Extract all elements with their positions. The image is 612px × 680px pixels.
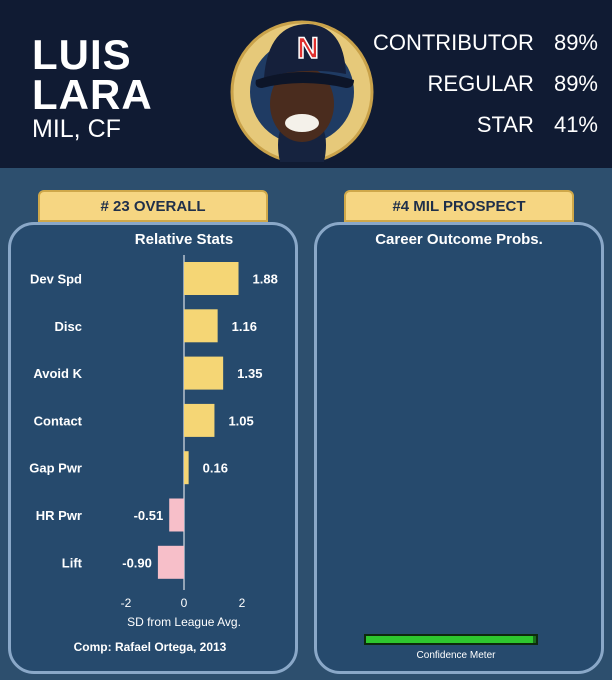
outcome-pct: 89% — [553, 30, 598, 55]
stat-category-label: Contact — [34, 413, 83, 428]
stat-bar — [184, 451, 189, 485]
stat-category-label: Disc — [55, 319, 82, 334]
x-tick-label: 2 — [239, 596, 246, 610]
relative-stats-chart: Dev Spd 1.88 Disc 1.16 Avoid K 1.35 Contact 1.0… — [29, 255, 278, 629]
outcome-row-star: STAR 41% — [477, 112, 598, 138]
player-team-position: MIL, CF — [32, 115, 121, 143]
stat-value-label: 1.05 — [228, 413, 253, 428]
cap-letter: N — [297, 32, 319, 65]
stat-category-label: Avoid K — [33, 366, 82, 381]
outcome-label: CONTRIBUTOR — [372, 30, 534, 55]
outcome-pct: 89% — [553, 71, 598, 96]
outcome-row-regular: REGULAR 89% — [428, 71, 598, 97]
stat-value-label: 1.88 — [253, 272, 278, 287]
player-cap — [264, 24, 346, 78]
player-header: LUIS LARA MIL, CF N CONTRIBUTOR 89% REGU… — [0, 0, 612, 168]
confidence-meter — [364, 634, 538, 645]
x-tick-label: 0 — [181, 596, 188, 610]
stat-bar — [184, 356, 224, 390]
stat-value-label: 1.16 — [232, 319, 257, 334]
stat-bar — [169, 498, 184, 532]
stat-category-label: Dev Spd — [30, 272, 82, 287]
outcome-pct: 41% — [553, 112, 598, 137]
stat-value-label: -0.51 — [134, 508, 164, 523]
confidence-meter-fill — [366, 636, 533, 643]
confidence-meter-label: Confidence Meter — [416, 650, 496, 661]
stat-category-label: HR Pwr — [36, 508, 82, 523]
outcome-label: STAR — [476, 112, 534, 137]
player-first-name: LUIS — [32, 31, 132, 78]
stat-bar — [184, 309, 218, 343]
outcome-label: REGULAR — [427, 71, 534, 96]
stat-value-label: 0.16 — [203, 461, 228, 476]
stat-bar — [184, 262, 239, 295]
stat-value-label: 1.35 — [237, 366, 262, 381]
career-outcome-panel — [314, 222, 604, 674]
player-comp: Comp: Rafael Ortega, 2013 — [73, 640, 227, 654]
stat-bar — [157, 545, 184, 579]
x-axis-label: SD from League Avg. — [127, 615, 241, 629]
relative-stats-panel — [8, 222, 298, 674]
x-tick-label: -2 — [121, 596, 132, 610]
stat-category-label: Gap Pwr — [29, 461, 82, 476]
outcome-row-contributor: CONTRIBUTOR 89% — [373, 30, 598, 56]
overall-rank-banner: # 23 OVERALL — [38, 190, 268, 222]
player-photo: N — [230, 20, 374, 162]
relative-stats-title: Relative Stats — [134, 231, 234, 248]
career-outcome-title: Career Outcome Probs. — [375, 231, 543, 248]
stat-bar — [184, 403, 215, 437]
stat-category-label: Lift — [62, 555, 83, 570]
player-last-name: LARA — [32, 71, 153, 118]
prospect-rank-banner: #4 MIL PROSPECT — [344, 190, 574, 222]
stat-value-label: -0.90 — [122, 555, 152, 570]
